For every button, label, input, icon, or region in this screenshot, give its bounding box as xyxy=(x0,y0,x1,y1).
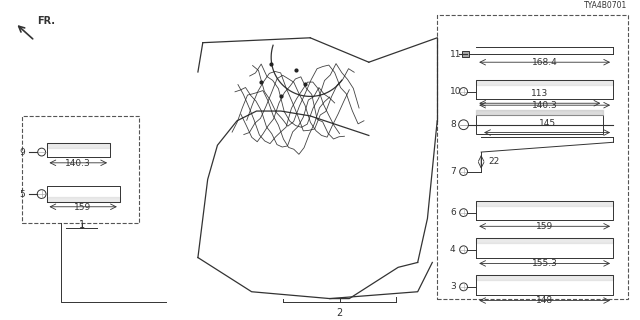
Text: 10: 10 xyxy=(450,87,461,96)
Bar xyxy=(461,52,469,57)
Text: 140.3: 140.3 xyxy=(532,101,557,110)
Bar xyxy=(22,116,140,223)
Text: 22: 22 xyxy=(488,157,499,166)
Text: 11: 11 xyxy=(450,50,461,59)
Text: FR.: FR. xyxy=(36,16,55,26)
Text: 155.3: 155.3 xyxy=(532,259,557,268)
Text: 9: 9 xyxy=(19,148,25,156)
Text: 8: 8 xyxy=(450,120,456,129)
Text: 113: 113 xyxy=(531,89,548,98)
Text: 1: 1 xyxy=(79,220,84,230)
Text: 7: 7 xyxy=(450,167,456,176)
Text: 140.3: 140.3 xyxy=(65,159,91,168)
Bar xyxy=(476,115,604,134)
Text: 145: 145 xyxy=(538,119,556,128)
Bar xyxy=(437,15,628,299)
Text: 148: 148 xyxy=(536,296,553,305)
Text: 3: 3 xyxy=(450,282,456,291)
Text: 4: 4 xyxy=(450,245,456,254)
Text: 5: 5 xyxy=(19,189,25,199)
Text: 6: 6 xyxy=(450,208,456,217)
Text: 168.4: 168.4 xyxy=(532,58,557,67)
Text: 2: 2 xyxy=(337,308,342,318)
Text: 159: 159 xyxy=(536,222,553,231)
Text: TYA4B0701: TYA4B0701 xyxy=(584,2,628,11)
Text: 159: 159 xyxy=(74,203,92,212)
